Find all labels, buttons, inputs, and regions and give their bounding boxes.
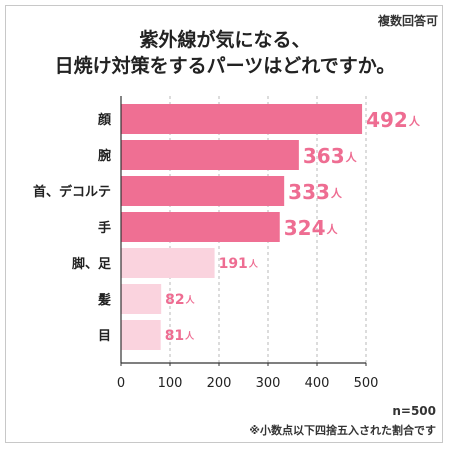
category-label: 首、デコルテ: [33, 184, 111, 200]
value-label: 333人: [288, 180, 343, 204]
bar: [121, 248, 215, 278]
value-label: 81人: [165, 328, 195, 344]
chart-title-line2: 日焼け対策をするパーツはどれですか。: [54, 55, 396, 77]
x-tick-label: 0: [117, 376, 125, 391]
rounding-note: ※小数点以下四捨五入された割合です: [249, 424, 436, 437]
bar: [121, 212, 280, 242]
value-label: 191人: [219, 256, 259, 272]
category-label: 目: [98, 329, 111, 344]
category-label: 腕: [98, 148, 111, 164]
bar: [121, 104, 363, 134]
sample-size-note: n=500: [392, 404, 436, 418]
x-tick-label: 300: [256, 376, 281, 391]
value-label: 492人: [366, 108, 421, 132]
value-label: 82人: [165, 292, 195, 308]
category-label: 髪: [97, 292, 111, 308]
value-label: 363人: [303, 144, 358, 168]
bar: [121, 284, 162, 314]
x-tick-label: 400: [305, 376, 330, 391]
bar: [121, 176, 285, 206]
chart-title-line1: 紫外線が気になる、: [139, 29, 311, 51]
category-label: 脚、足: [72, 256, 112, 272]
x-tick-label: 200: [207, 376, 232, 391]
bar: [121, 320, 161, 350]
category-label: 顔: [97, 112, 112, 128]
category-label: 手: [98, 220, 111, 236]
value-label: 324人: [284, 216, 339, 240]
multiple-answer-note: 複数回答可: [377, 14, 438, 28]
x-tick-label: 500: [354, 376, 379, 391]
x-tick-label: 100: [158, 376, 183, 391]
bar: [121, 140, 299, 170]
